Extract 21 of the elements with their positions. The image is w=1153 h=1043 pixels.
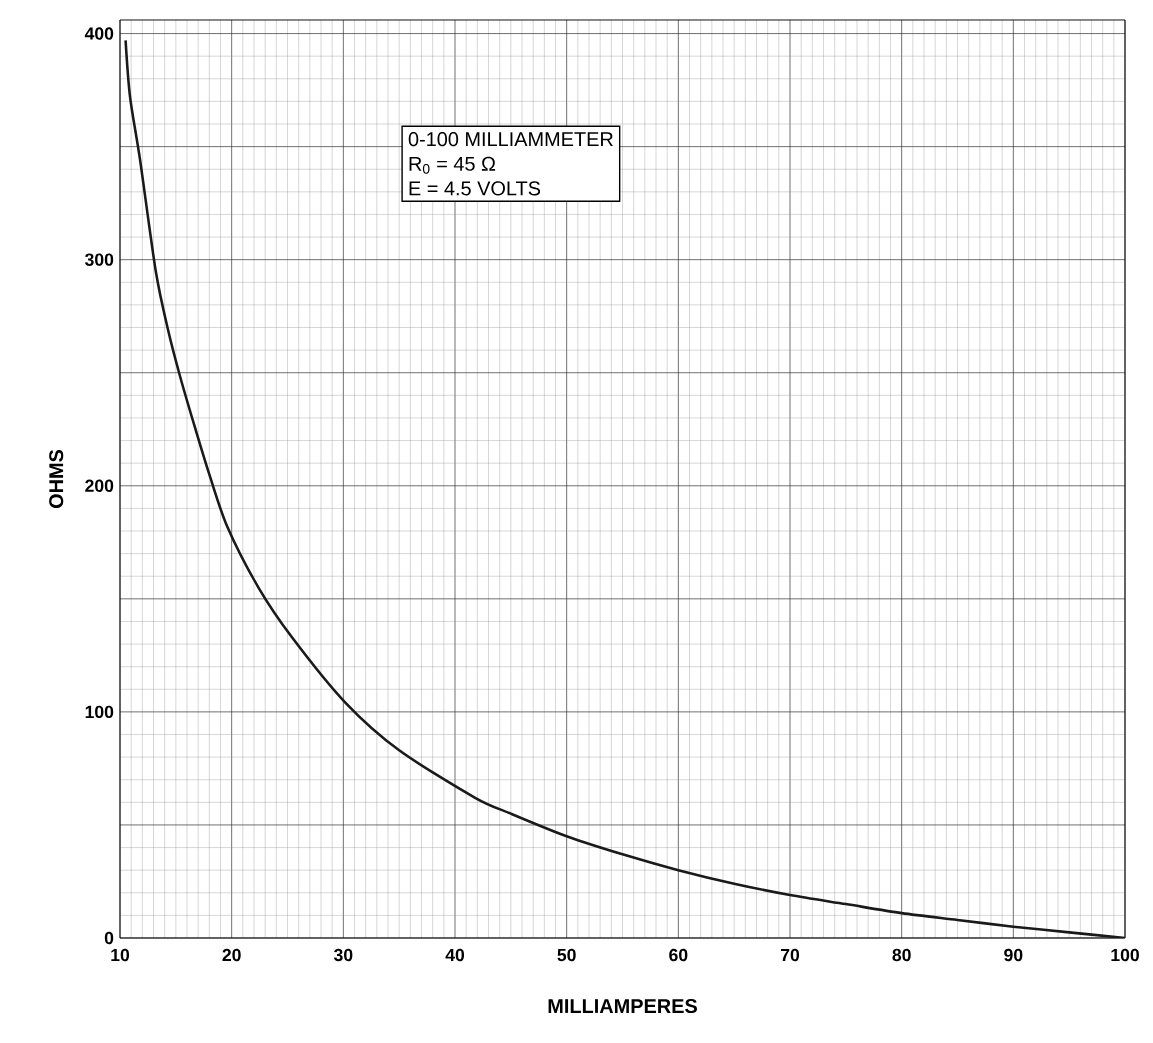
x-tick-label: 100: [1111, 948, 1139, 962]
y-tick-label: 400: [84, 27, 114, 40]
x-tick-label: 80: [892, 948, 911, 962]
line-series: [124, 39, 1126, 938]
x-tick-label: 30: [333, 948, 353, 962]
annotation: R$_{0}$ = 45 Ω: [409, 156, 496, 174]
x-tick-label: 60: [669, 948, 688, 962]
x-tick-label: 90: [1004, 948, 1023, 962]
x-tick-label: 40: [445, 948, 465, 962]
y-tick-label: 0: [104, 931, 114, 945]
annotation: 0-100 MILLIAMMETER: [408, 132, 613, 147]
y-tick-label: 100: [85, 705, 114, 719]
y-tick-label: 200: [85, 479, 114, 492]
y-tick-label: 300: [85, 253, 114, 266]
y-axis-title: OHMS: [49, 449, 64, 509]
x-axis-title: MILLIAMPERES: [548, 998, 697, 1014]
annotation: E = 4.5 VOLTS: [409, 181, 541, 196]
x-tick-label: 10: [111, 948, 130, 962]
x-tick-label: 50: [557, 948, 576, 962]
x-tick-label: 70: [780, 948, 800, 962]
x-tick-label: 20: [222, 948, 241, 962]
